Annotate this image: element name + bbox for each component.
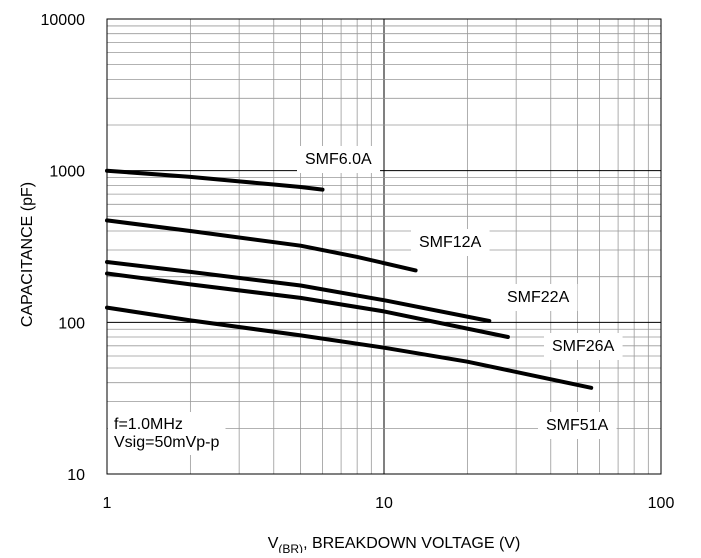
series-label: SMF6.0A [305, 151, 372, 168]
conditions-note: f=1.0MHz Vsig=50mVp-p [108, 412, 226, 455]
frequency-note: f=1.0MHz [114, 416, 183, 433]
x-tick-label: 1 [103, 495, 112, 512]
series-line [105, 305, 594, 390]
x-axis-label: V(BR), BREAKDOWN VOLTAGE (V) [268, 535, 521, 553]
series-label-background [499, 284, 578, 311]
y-tick-label: 100 [58, 315, 85, 332]
series-lines [105, 168, 594, 390]
plot-frame [106, 18, 662, 475]
series-label-background [544, 333, 623, 360]
series-label: SMF51A [546, 417, 609, 434]
grid [106, 19, 661, 475]
series-line [105, 260, 492, 323]
y-tick-label: 10 [67, 467, 85, 484]
x-tick-label: 100 [648, 495, 675, 512]
series-label-background [411, 229, 490, 256]
tick-labels: 1 10 100 10 100 1000 10000 [41, 12, 675, 512]
series-line [105, 168, 325, 192]
series-label: SMF12A [419, 234, 482, 251]
y-tick-label: 10000 [41, 12, 86, 29]
signal-note: Vsig=50mVp-p [114, 434, 219, 451]
y-axis-label: CAPACITANCE (pF) [19, 182, 36, 327]
y-tick-label: 1000 [49, 164, 85, 181]
series-line [105, 218, 418, 273]
series-label: SMF26A [552, 338, 615, 355]
series-line [105, 271, 510, 339]
series-labels: SMF6.0A SMF12A SMF22A SMF26A SMF51A [297, 146, 623, 439]
series-label: SMF22A [507, 289, 570, 306]
series-label-background [297, 146, 381, 173]
x-tick-label: 10 [375, 495, 393, 512]
series-label-background [538, 412, 617, 439]
